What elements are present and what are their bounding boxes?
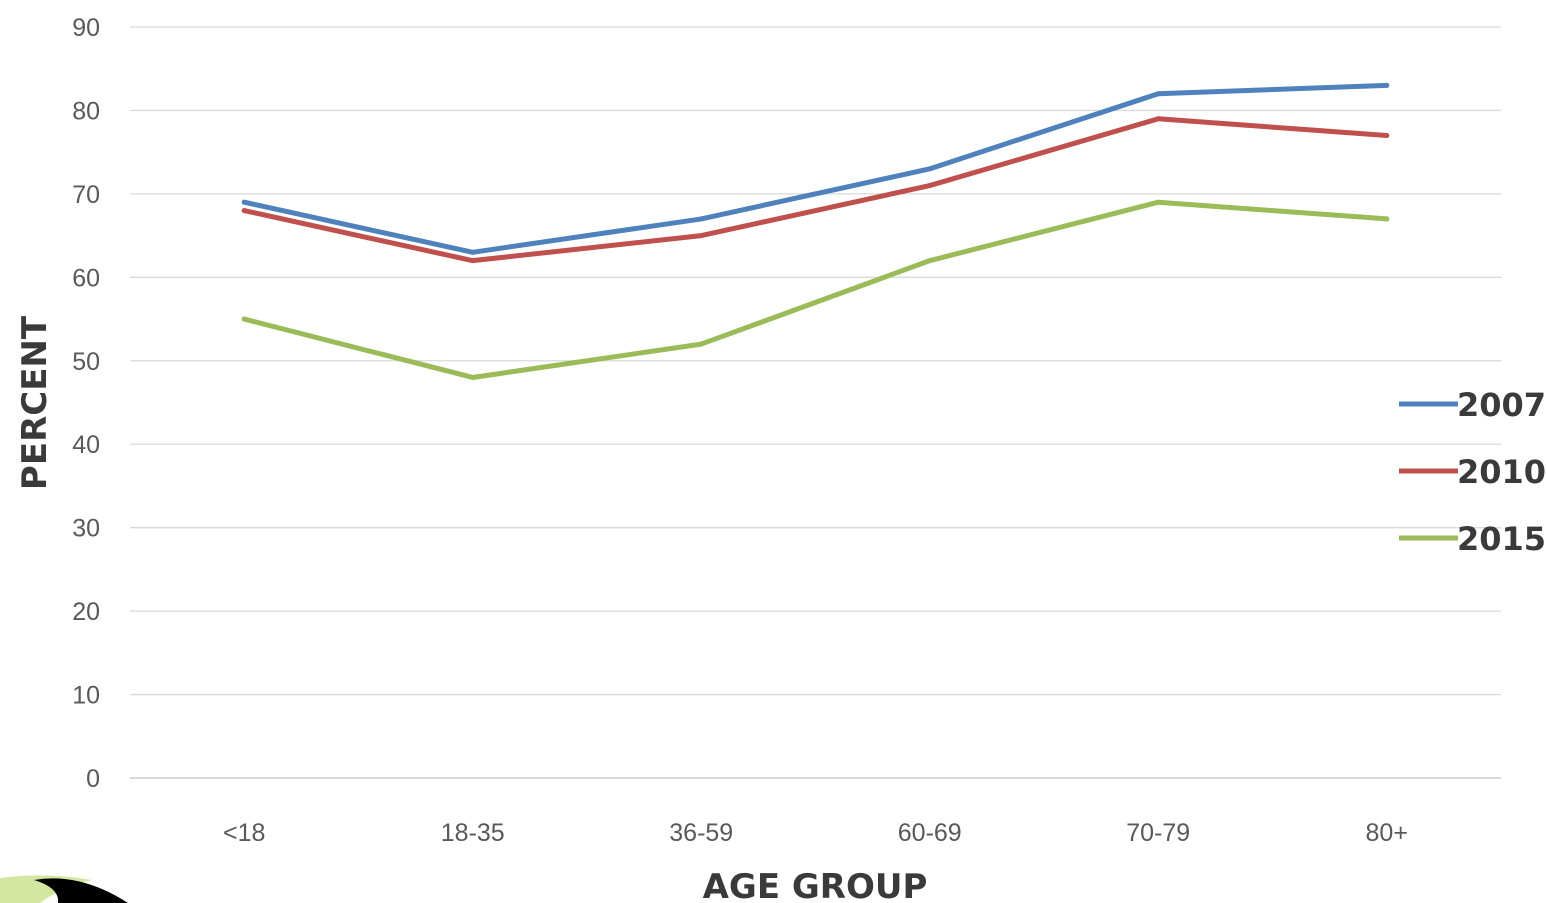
data-point [241,208,247,214]
x-tick-label: 70-79 [1126,819,1190,847]
y-tick-label: 90 [72,14,100,42]
y-tick-label: 60 [72,264,100,292]
data-point [1155,91,1161,97]
y-tick-label: 40 [72,431,100,459]
x-tick-label: 36-59 [669,819,733,847]
data-point [470,249,476,255]
series-line-2010 [241,116,1390,264]
data-point [1384,216,1390,222]
y-tick-label: 10 [72,682,100,710]
legend-item-2015: 2015 [1399,520,1546,558]
data-point [1384,132,1390,138]
data-point [927,258,933,264]
data-point [241,316,247,322]
data-point [241,199,247,205]
x-axis-title: AGE GROUP [703,867,928,903]
data-point [1384,82,1390,88]
y-tick-label: 70 [72,181,100,209]
x-tick-label: 80+ [1366,819,1408,847]
y-tick-label: 0 [86,765,100,793]
legend-item-2010: 2010 [1399,453,1546,491]
y-axis-ticks: 0 10 20 30 40 50 60 70 80 90 [72,14,100,793]
x-tick-label: 60-69 [898,819,962,847]
legend-label: 2015 [1457,520,1546,558]
data-point [927,183,933,189]
data-point [698,216,704,222]
legend-label: 2007 [1457,386,1546,424]
legend: 2007 2010 2015 [1399,386,1546,558]
data-point [470,258,476,264]
data-point [698,341,704,347]
x-tick-label: <18 [223,819,265,847]
data-point [698,233,704,239]
data-point [927,166,933,172]
y-tick-label: 30 [72,515,100,543]
data-point [1155,199,1161,205]
y-tick-label: 80 [72,97,100,125]
y-axis-title: PERCENT [15,315,55,490]
series-line-2015 [241,199,1390,380]
data-point [470,374,476,380]
series-line-2007 [241,82,1390,255]
legend-label: 2010 [1457,453,1546,491]
x-tick-label: 18-35 [441,819,505,847]
logo-icon [0,875,128,903]
data-point [1155,116,1161,122]
y-tick-label: 20 [72,598,100,626]
legend-item-2007: 2007 [1399,386,1546,424]
gridlines [130,26,1501,779]
x-axis-ticks: <18 18-35 36-59 60-69 70-79 80+ [223,819,1408,847]
series-lines [241,82,1390,380]
y-tick-label: 50 [72,348,100,376]
